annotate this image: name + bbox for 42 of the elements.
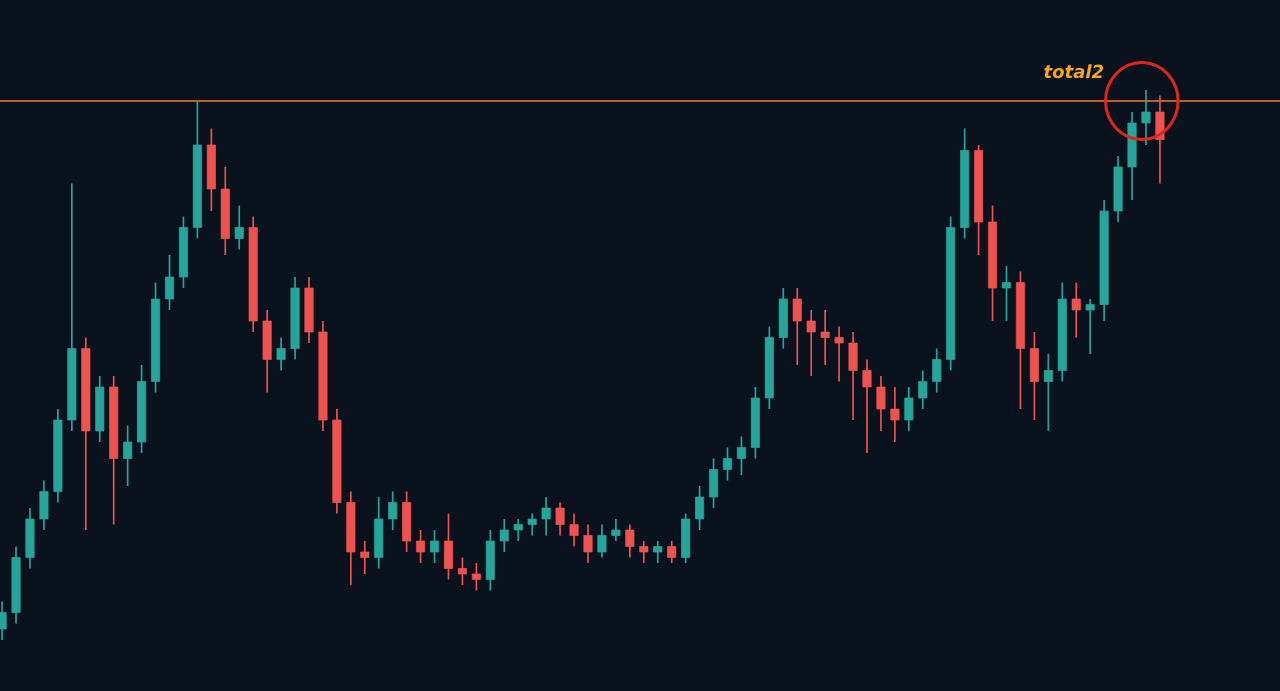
candlestick [499, 518, 509, 553]
candlestick [1071, 281, 1081, 339]
candlestick [904, 386, 914, 432]
candlestick [667, 540, 677, 564]
ref-line-label: total2 [1044, 64, 1104, 79]
candlestick [695, 485, 705, 531]
candlestick [164, 254, 175, 311]
candlestick [597, 523, 607, 559]
candlestick [416, 529, 426, 564]
candlestick [876, 375, 886, 432]
candlestick [527, 512, 537, 537]
candlestick [722, 446, 733, 482]
candlestick [360, 540, 370, 575]
candlestick [388, 490, 398, 531]
candlestick [513, 518, 523, 542]
candlestick [806, 309, 816, 377]
candlestick [932, 347, 942, 394]
candlestick [653, 540, 663, 564]
candlestick [1141, 89, 1151, 146]
candlestick [471, 562, 481, 592]
candlestick [541, 496, 551, 537]
candlestick [457, 556, 467, 586]
candlestick [234, 204, 244, 251]
candlestick [123, 424, 133, 487]
candlestick [862, 358, 872, 454]
candlestick [1043, 353, 1053, 432]
candlestick [611, 518, 621, 542]
candlestick [430, 529, 440, 564]
candlestick [834, 325, 844, 383]
candlestick [569, 512, 579, 548]
candlestick [1085, 298, 1095, 355]
candlestick [918, 369, 928, 410]
candlestick [736, 435, 746, 476]
candlestick [820, 309, 830, 366]
candlestick [276, 336, 286, 372]
candlestick [625, 523, 635, 559]
candlestick [583, 523, 593, 564]
candlestick [1001, 265, 1012, 322]
candlestick [792, 287, 802, 366]
candlestick [555, 501, 565, 537]
candlestick [639, 540, 649, 564]
candlestick [890, 386, 900, 443]
